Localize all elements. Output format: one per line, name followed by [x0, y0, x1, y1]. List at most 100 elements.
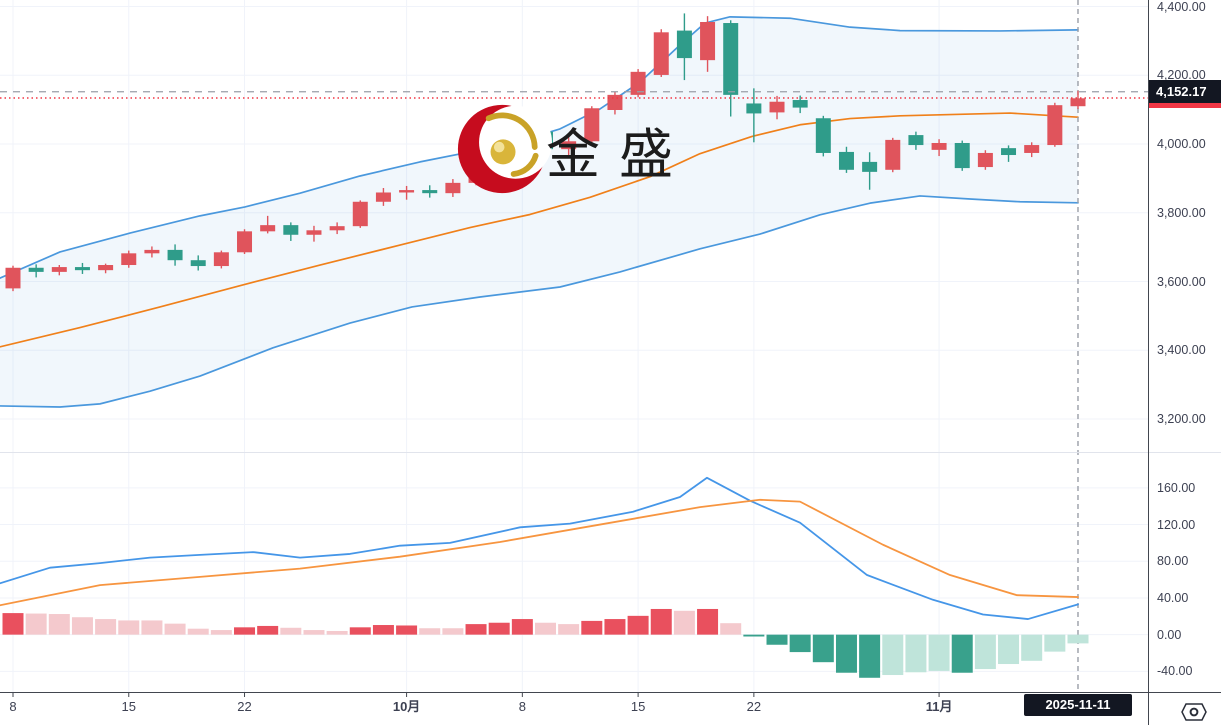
- price-axis-label: 3,600.00: [1157, 274, 1206, 289]
- macd-axis-label: 80.00: [1157, 554, 1189, 569]
- macd-histogram-bar: [604, 619, 626, 635]
- time-axis-label: 8: [518, 699, 526, 714]
- macd-histogram-bar: [951, 634, 973, 673]
- time-axis-label: 11月: [925, 699, 953, 714]
- macd-histogram-bar: [627, 615, 649, 635]
- macd-histogram-bar: [25, 613, 47, 635]
- macd-histogram-bar: [396, 625, 418, 635]
- candle: [98, 265, 114, 271]
- candle: [792, 100, 808, 108]
- macd-histogram-bar: [257, 625, 279, 635]
- price-axis-label: 3,800.00: [1157, 205, 1206, 220]
- macd-histogram-bar: [882, 634, 904, 676]
- macd-histogram-bar: [1067, 634, 1089, 644]
- candle: [885, 139, 901, 170]
- candle: [537, 131, 553, 150]
- candle: [584, 108, 600, 142]
- candle: [283, 225, 299, 235]
- macd-histogram-bar: [71, 617, 93, 635]
- current-date-label[interactable]: 2025-11-11: [1024, 694, 1132, 716]
- price-axis-label: 3,200.00: [1157, 412, 1206, 426]
- macd-histogram-bar: [2, 613, 24, 635]
- candle: [445, 182, 461, 194]
- candle: [653, 32, 669, 75]
- candle: [769, 101, 785, 113]
- macd-line: [0, 476, 1079, 620]
- macd-axis-label: 40.00: [1157, 590, 1189, 605]
- macd-histogram-bar: [419, 628, 441, 635]
- macd-histogram-bar: [766, 634, 788, 645]
- candle: [607, 94, 623, 110]
- macd-axis-label: 0.00: [1157, 627, 1182, 642]
- macd-histogram-bar: [1021, 634, 1043, 661]
- candle: [561, 141, 577, 150]
- time-axis-label: 22: [746, 699, 762, 714]
- macd-histogram-bar: [998, 634, 1020, 665]
- macd-histogram-bar: [743, 634, 765, 637]
- candle: [838, 151, 854, 170]
- macd-histogram-bar: [303, 630, 325, 635]
- macd-histogram-bar: [187, 628, 209, 635]
- macd-histogram-bar: [118, 620, 140, 635]
- macd-histogram-bar: [812, 634, 834, 663]
- bollinger-basis-line: [0, 112, 1079, 348]
- macd-histogram-bar: [511, 619, 533, 635]
- macd-histogram-bar: [835, 634, 857, 673]
- macd-histogram-bar: [558, 624, 580, 635]
- macd-histogram-bar: [95, 619, 117, 635]
- candle: [375, 192, 391, 202]
- candle: [144, 249, 160, 254]
- candle: [468, 144, 484, 183]
- macd-histogram-bar: [1044, 634, 1066, 652]
- price-axis-label: 4,000.00: [1157, 137, 1206, 152]
- macd-histogram-bar: [697, 608, 719, 635]
- candle: [862, 161, 878, 172]
- bollinger-upper-line: [0, 15, 1079, 279]
- macd-histogram-bar: [581, 620, 603, 635]
- candle: [746, 103, 762, 114]
- candle: [514, 126, 530, 146]
- candle: [908, 135, 924, 146]
- last-price-underline: [1149, 103, 1221, 108]
- bollinger-lower-line: [0, 195, 1079, 408]
- macd-histogram-bar: [280, 627, 302, 635]
- candle: [700, 21, 716, 61]
- time-axis-label: 8: [9, 699, 17, 714]
- candle: [121, 253, 137, 266]
- candle: [630, 71, 646, 95]
- time-axis-label: 15: [630, 699, 646, 714]
- candle: [954, 142, 970, 169]
- candle: [167, 249, 183, 261]
- time-axis[interactable]: 8 15 22 10月 8 15 22 11月: [0, 693, 1221, 725]
- eye-visibility-icon[interactable]: [1181, 701, 1207, 723]
- candle: [676, 30, 692, 59]
- candle: [237, 231, 253, 253]
- time-axis-label: 22: [237, 699, 252, 714]
- candle: [28, 267, 44, 272]
- candle: [1024, 145, 1040, 153]
- time-axis-label: 15: [121, 699, 136, 714]
- candle: [491, 131, 507, 145]
- macd-histogram-bar: [720, 623, 742, 635]
- candle: [260, 225, 276, 232]
- candle: [213, 252, 229, 267]
- candle: [352, 201, 368, 227]
- price-axis[interactable]: 4,400.00 4,200.00 4,000.00 3,800.00 3,600.00…: [1149, 0, 1221, 692]
- candle: [399, 190, 415, 193]
- candle: [51, 267, 67, 272]
- macd-axis-label: -40.00: [1157, 664, 1193, 679]
- candle: [329, 226, 345, 231]
- candle: [1070, 98, 1086, 107]
- macd-histogram-bar: [465, 624, 487, 635]
- macd-histogram-bar: [442, 628, 464, 635]
- candle: [422, 190, 438, 194]
- macd-histogram-bar: [349, 627, 371, 635]
- last-price-label[interactable]: 4,152.17: [1149, 80, 1221, 103]
- candle: [977, 152, 993, 168]
- macd-histogram-bar: [928, 634, 950, 671]
- candle: [306, 230, 322, 235]
- macd-histogram-bar: [372, 625, 394, 635]
- macd-histogram-bar: [974, 634, 996, 670]
